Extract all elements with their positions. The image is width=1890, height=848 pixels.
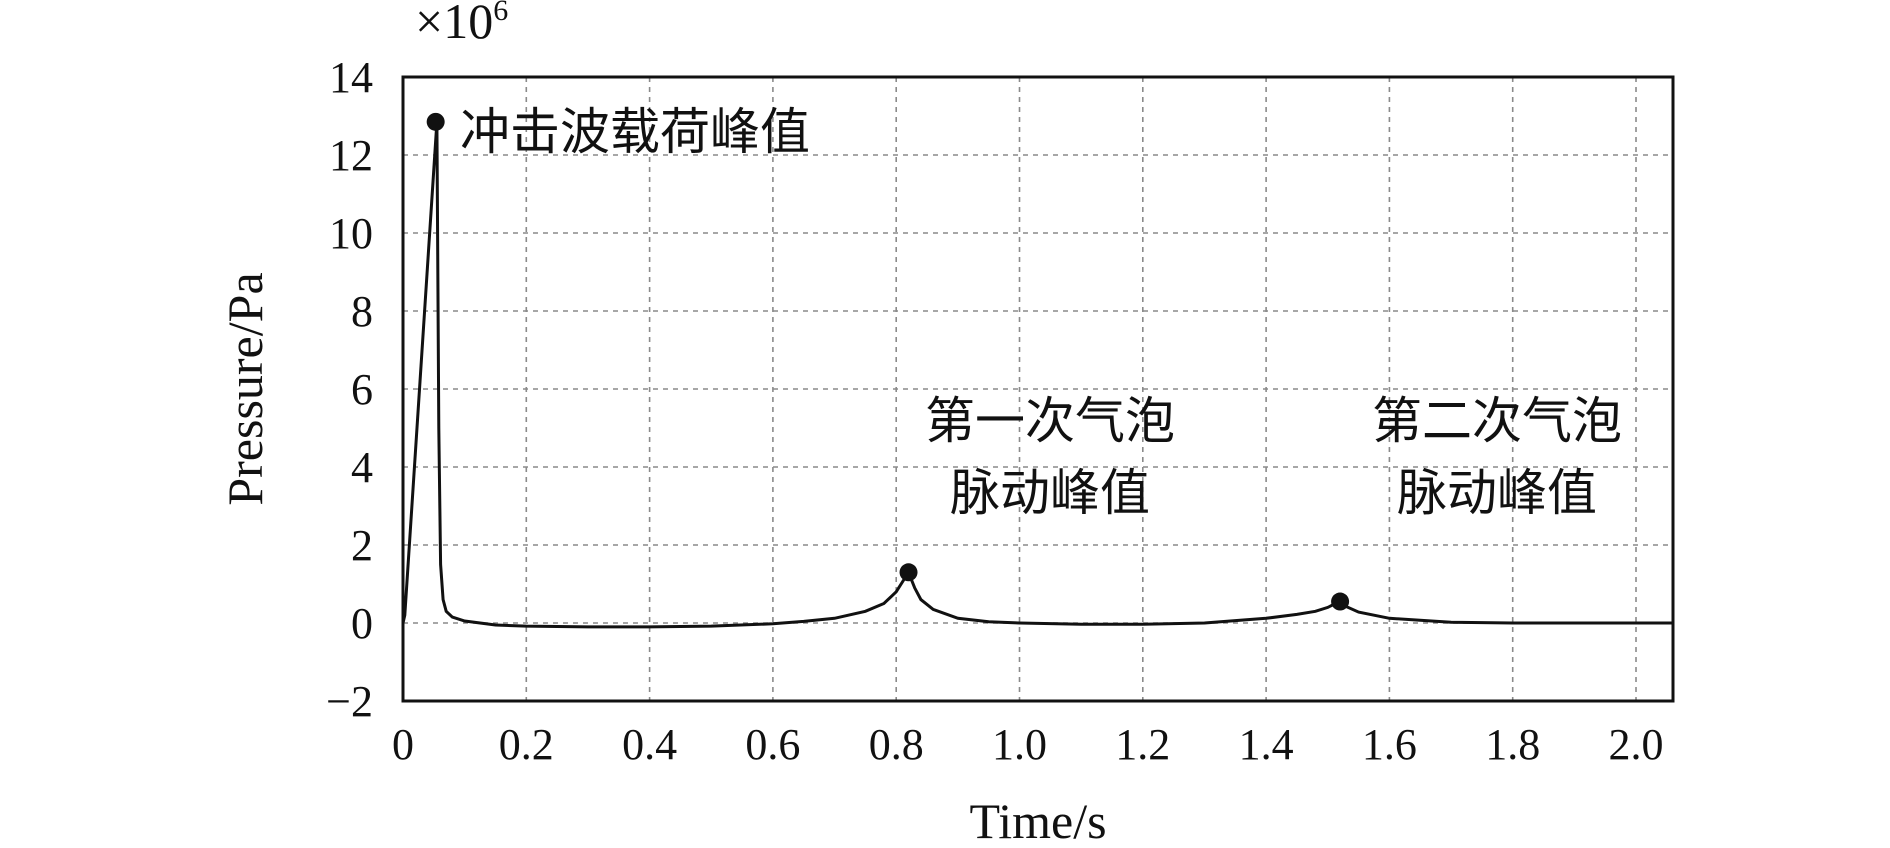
x-tick-label: 0 xyxy=(392,720,414,769)
x-axis-label: Time/s xyxy=(969,793,1106,848)
peak-marker xyxy=(1331,592,1350,611)
tick-labels: 0 0.2 0.4 0.6 0.8 1.0 1.2 1.4 1.6 1.8 2.0 −2 0 2 4 6 8 10… xyxy=(326,53,1663,769)
y-tick-label: 4 xyxy=(351,443,373,492)
x-tick-label: 0.6 xyxy=(745,720,800,769)
x-tick-label: 0.2 xyxy=(499,720,554,769)
peak-annotation: 第一次气泡 xyxy=(925,392,1175,450)
x-tick-label: 1.8 xyxy=(1485,720,1540,769)
y-tick-label: 8 xyxy=(351,287,373,336)
y-tick-label: 12 xyxy=(329,131,373,180)
x-tick-label: 1.4 xyxy=(1239,720,1294,769)
y-multiplier: ×106 xyxy=(415,0,508,49)
peak-annotation: 第二次气泡 xyxy=(1372,392,1622,450)
x-tick-label: 1.2 xyxy=(1115,720,1170,769)
peak-annotation: 脉动峰值 xyxy=(950,464,1150,522)
y-tick-label: 14 xyxy=(329,53,373,102)
y-tick-label: 10 xyxy=(329,209,373,258)
peak-marker xyxy=(899,563,918,582)
peak-annotation: 脉动峰值 xyxy=(1397,464,1597,522)
y-multiplier-base: ×10 xyxy=(415,0,493,49)
y-axis-label: Pressure/Pa xyxy=(217,272,273,505)
x-tick-label: 2.0 xyxy=(1609,720,1664,769)
y-tick-label: −2 xyxy=(326,677,373,726)
y-tick-label: 6 xyxy=(351,365,373,414)
grid-lines xyxy=(403,77,1673,701)
y-tick-label: 0 xyxy=(351,599,373,648)
x-tick-label: 1.0 xyxy=(992,720,1047,769)
x-tick-label: 1.6 xyxy=(1362,720,1417,769)
plot-frame xyxy=(401,75,1675,703)
x-tick-label: 0.4 xyxy=(622,720,677,769)
y-multiplier-exponent: 6 xyxy=(493,0,508,27)
peak-marker xyxy=(426,112,445,131)
y-tick-label: 2 xyxy=(351,521,373,570)
series-line-0 xyxy=(401,121,1673,629)
data-series xyxy=(401,121,1673,629)
x-tick-label: 0.8 xyxy=(869,720,924,769)
peak-annotation: 冲击波载荷峰值 xyxy=(460,103,810,161)
